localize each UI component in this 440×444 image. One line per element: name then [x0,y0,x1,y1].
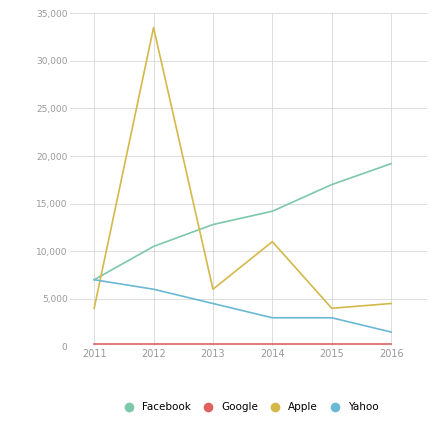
Legend: Facebook, Google, Apple, Yahoo: Facebook, Google, Apple, Yahoo [114,398,383,416]
